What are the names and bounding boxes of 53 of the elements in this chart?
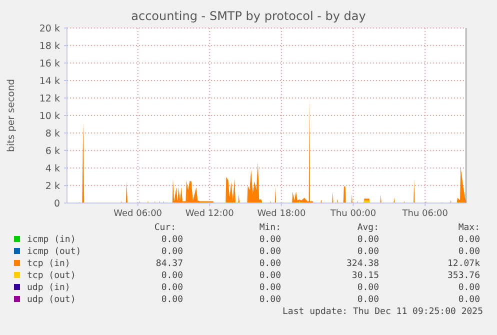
text: 0.00 [161,247,183,257]
text: 0.00 [259,259,281,269]
y-tick-label: 0 [54,198,60,210]
text: 0.00 [161,271,183,281]
y-tick-label: 10 k [39,110,60,122]
legend-label: tcp (in) [27,259,70,269]
text: 0.00 [161,283,183,293]
y-tick-label: 2 k [45,180,60,192]
text: 0.00 [259,235,281,245]
y-tick-label: 14 k [39,76,60,87]
legend-label: icmp (out) [27,247,82,257]
x-tick-label: Thu 00:00 [329,209,376,219]
text: 353.76 [447,271,480,281]
y-tick-label: 20 k [39,23,60,34]
text: 0.00 [161,235,183,245]
y-tick-label: 18 k [39,40,60,52]
legend-label: udp (out) [27,295,76,305]
x-tick-label: Wed 06:00 [114,209,162,219]
text: 0.00 [259,247,281,257]
y-tick-label: 6 k [45,146,60,157]
y-tick-label: 4 k [45,163,60,174]
x-tick-label: Wed 12:00 [185,209,234,219]
legend-label: tcp (out) [27,271,76,281]
text: Min: [259,223,281,233]
legend-label: udp (in) [27,283,70,293]
text: 0.00 [259,271,281,281]
text: Cur: [154,223,176,233]
text: 0.00 [259,283,281,293]
text: Max: [458,223,480,233]
text: 0.00 [458,235,480,245]
text: 30.15 [352,271,379,281]
text: 0.00 [161,295,183,305]
text: 0.00 [357,295,379,305]
text: 324.38 [346,259,379,269]
chart-title: accounting - SMTP by protocol - by day [131,9,366,23]
x-tick-label: Wed 18:00 [257,209,306,219]
text: 0.00 [357,235,379,245]
text: 0.00 [357,247,379,257]
text: Last update: Thu Dec 11 09:25:00 2025 [282,307,483,317]
x-tick-label: Thu 06:00 [401,209,448,219]
legend-label: icmp (in) [27,235,76,245]
text: 84.37 [156,259,183,269]
text: Avg: [357,223,379,233]
y-axis-title: bits per second [6,78,17,152]
y-tick-label: 12 k [39,93,60,104]
text: 0.00 [357,283,379,293]
text: 0.00 [458,295,480,305]
text: 12.07k [447,259,481,269]
text: 0.00 [458,247,480,257]
text: 0.00 [259,295,281,305]
y-tick-label: 16 k [39,58,60,70]
text: 0.00 [458,283,480,293]
y-tick-label: 8 k [45,128,60,140]
